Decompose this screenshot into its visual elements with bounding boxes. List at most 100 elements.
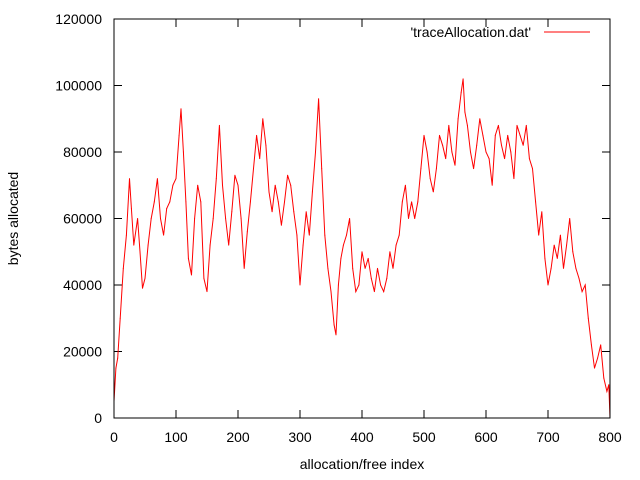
data-point bbox=[150, 218, 152, 219]
data-point bbox=[324, 234, 326, 236]
data-point bbox=[259, 158, 261, 160]
data-point bbox=[240, 218, 242, 219]
x-tick-labels: 0 100 200 300 400 500 600 700 800 bbox=[110, 429, 622, 445]
data-point bbox=[293, 211, 295, 213]
data-point bbox=[462, 78, 464, 80]
data-point bbox=[302, 244, 304, 246]
data-point bbox=[342, 244, 344, 246]
data-point bbox=[137, 218, 139, 219]
data-point bbox=[395, 244, 397, 246]
data-point bbox=[429, 178, 431, 180]
data-point bbox=[333, 324, 335, 326]
data-point bbox=[513, 178, 515, 180]
data-point bbox=[178, 134, 180, 136]
data-point bbox=[494, 134, 496, 136]
data-point bbox=[556, 257, 558, 259]
data-point bbox=[442, 144, 444, 146]
data-point bbox=[119, 317, 121, 319]
data-point bbox=[284, 201, 285, 203]
x-tick-label: 600 bbox=[474, 429, 498, 445]
data-point bbox=[532, 168, 533, 170]
data-point bbox=[225, 218, 227, 219]
x-tick-label: 400 bbox=[350, 429, 374, 445]
data-point bbox=[482, 134, 484, 136]
data-point bbox=[133, 244, 135, 246]
data-point bbox=[299, 284, 301, 286]
data-point bbox=[491, 184, 493, 186]
y-tick-label: 80000 bbox=[63, 144, 102, 160]
data-point bbox=[125, 234, 127, 236]
data-point bbox=[525, 124, 527, 126]
data-point bbox=[457, 118, 459, 120]
data-point bbox=[156, 178, 158, 180]
data-point bbox=[352, 267, 354, 269]
data-point bbox=[287, 174, 289, 176]
data-point bbox=[538, 234, 540, 236]
data-point bbox=[541, 211, 543, 213]
plot-frame bbox=[113, 18, 611, 419]
data-point bbox=[473, 168, 475, 170]
data-point bbox=[563, 267, 564, 269]
data-point bbox=[497, 124, 499, 126]
data-point bbox=[398, 234, 400, 236]
data-point bbox=[212, 218, 214, 219]
data-point bbox=[243, 267, 245, 269]
data-point bbox=[122, 267, 124, 269]
data-point bbox=[535, 201, 537, 203]
data-point bbox=[507, 134, 509, 136]
data-point bbox=[187, 257, 189, 259]
x-tick-label: 800 bbox=[598, 429, 622, 445]
legend: 'traceAllocation.dat' bbox=[410, 24, 590, 40]
data-point bbox=[129, 178, 130, 180]
data-point bbox=[380, 284, 382, 286]
data-point bbox=[144, 277, 146, 279]
data-point bbox=[454, 164, 456, 166]
data-point bbox=[608, 384, 610, 386]
data-point bbox=[117, 357, 119, 359]
data-point bbox=[600, 344, 602, 346]
data-point bbox=[160, 218, 161, 219]
data-point bbox=[234, 174, 236, 176]
data-point bbox=[335, 334, 337, 336]
data-point bbox=[222, 184, 223, 186]
data-point bbox=[460, 91, 462, 93]
data-point bbox=[337, 284, 339, 286]
data-point bbox=[575, 267, 577, 269]
data-point bbox=[373, 291, 375, 293]
y-tick-label: 100000 bbox=[55, 78, 102, 94]
data-point bbox=[280, 224, 282, 226]
x-tick-label: 100 bbox=[164, 429, 188, 445]
data-point bbox=[572, 251, 574, 253]
data-point bbox=[237, 184, 239, 186]
data-point bbox=[209, 244, 211, 246]
data-point bbox=[290, 184, 292, 186]
data-point bbox=[115, 367, 117, 369]
data-point bbox=[182, 151, 184, 153]
data-point bbox=[215, 178, 217, 180]
x-tick-label: 200 bbox=[226, 429, 250, 445]
data-point bbox=[578, 277, 580, 279]
x-axis-label: allocation/free index bbox=[300, 456, 425, 472]
data-point bbox=[597, 357, 599, 359]
data-point bbox=[311, 191, 313, 193]
data-point bbox=[169, 201, 171, 203]
data-point bbox=[569, 218, 571, 219]
y-tick-labels: 0 20000 40000 60000 80000 100000 120000 bbox=[55, 11, 102, 426]
data-point bbox=[147, 244, 149, 246]
data-point bbox=[522, 144, 524, 146]
data-point bbox=[544, 257, 546, 259]
data-point bbox=[358, 284, 360, 286]
data-point bbox=[408, 218, 409, 219]
data-point bbox=[547, 284, 549, 286]
data-point bbox=[516, 124, 518, 126]
data-point bbox=[550, 267, 552, 269]
y-tick-label: 0 bbox=[94, 410, 102, 426]
data-point bbox=[501, 144, 502, 146]
data-point bbox=[262, 118, 264, 120]
y-tick-label: 60000 bbox=[63, 211, 102, 227]
data-point bbox=[386, 277, 388, 279]
data-point bbox=[268, 191, 270, 193]
data-point bbox=[315, 151, 316, 153]
data-point bbox=[470, 151, 471, 153]
y-tick-label: 120000 bbox=[55, 11, 102, 27]
